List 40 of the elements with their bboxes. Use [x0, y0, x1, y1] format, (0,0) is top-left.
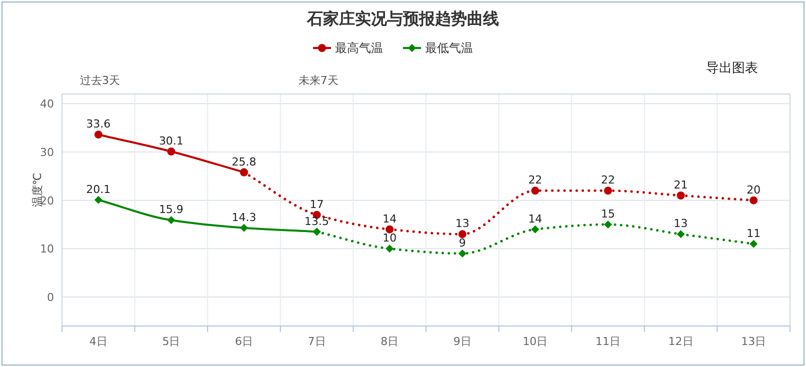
data-label: 14 — [382, 212, 397, 226]
data-label: 9 — [458, 236, 466, 250]
data-label: 13 — [674, 217, 688, 230]
y-tick-label: 30 — [40, 146, 54, 159]
data-label: 25.8 — [232, 155, 256, 168]
data-label: 21 — [674, 178, 688, 192]
data-label: 11 — [746, 226, 761, 240]
data-label: 14.3 — [232, 210, 256, 224]
legend-label: 最低气温 — [425, 41, 473, 55]
text: 导出图表 — [706, 61, 758, 76]
y-tick-label: 0 — [47, 291, 54, 304]
data-label: 33.6 — [86, 118, 111, 131]
data-label: 20 — [746, 183, 761, 196]
data-label: 30.1 — [158, 134, 184, 148]
x-tick-label: 11日 — [596, 335, 620, 348]
chart-title: 石家庄实况与预报趋势曲线 — [306, 9, 499, 28]
y-tick-label: 10 — [40, 242, 54, 256]
x-tick-label: 10日 — [522, 335, 548, 348]
legend-label: 最高气温 — [335, 41, 383, 55]
x-tick-label: 4日 — [89, 335, 108, 348]
data-label: 15 — [601, 208, 615, 220]
data-label: 22 — [601, 174, 615, 187]
x-tick-label: 9日 — [453, 335, 472, 348]
x-tick-label: 8日 — [380, 335, 399, 348]
data-label: 20.1 — [86, 182, 111, 196]
data-label: 17 — [310, 198, 324, 211]
data-label: 15.9 — [158, 203, 184, 216]
x-tick-label: 6日 — [235, 335, 253, 348]
data-label: 13 — [455, 217, 470, 230]
text: 未来7天 — [298, 74, 338, 87]
x-tick-label: 5日 — [162, 335, 180, 348]
y-tick-label: 40 — [40, 98, 54, 111]
x-tick-label: 12日 — [668, 335, 694, 348]
data-label: 13.5 — [304, 214, 330, 228]
data-label: 10 — [382, 232, 397, 245]
x-tick-label: 13日 — [741, 335, 766, 348]
data-label: 14 — [528, 212, 542, 226]
data-label: 22 — [528, 174, 542, 187]
text: 过去3天 — [80, 74, 120, 87]
x-tick-label: 7日 — [308, 335, 326, 348]
